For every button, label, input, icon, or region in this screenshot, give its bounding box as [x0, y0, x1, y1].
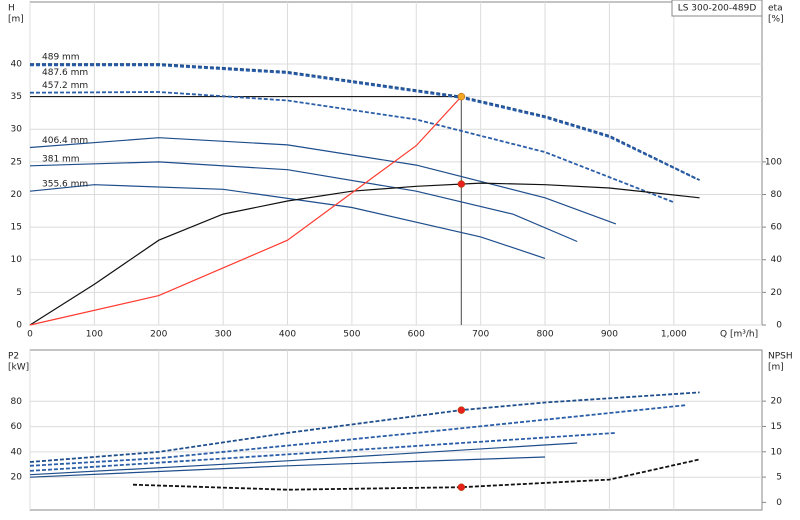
operating-point	[457, 180, 466, 188]
curve	[29, 456, 546, 478]
curve-label: 355.6 mm	[42, 180, 88, 190]
y2-tick-label: 20	[771, 288, 783, 298]
plot-frame	[29, 1, 763, 326]
curve-label: 489 mm	[42, 52, 80, 62]
curve-label: 457.2 mm	[42, 81, 88, 91]
y2-axis-label: eta	[768, 4, 783, 14]
y2-tick-label: 10	[771, 447, 783, 457]
curve	[29, 96, 462, 326]
x-tick-label: 600	[408, 330, 425, 340]
plot-frame	[29, 349, 763, 511]
curve	[29, 137, 617, 225]
curve-label: 381 mm	[42, 154, 80, 164]
y2-axis-label: NPSH	[768, 352, 793, 362]
y2-tick-label: 40	[771, 255, 783, 265]
y-tick-label: 5	[16, 288, 22, 298]
operating-point	[457, 92, 466, 101]
curve	[132, 458, 700, 491]
x-tick-label: 200	[150, 330, 167, 340]
y-tick-label: 25	[11, 157, 22, 167]
y2-tick-label: 0	[776, 498, 782, 508]
y-tick-label: 30	[11, 125, 23, 135]
x-tick-label: 500	[343, 330, 360, 340]
y2-tick-label: 5	[776, 473, 782, 483]
curve-label: 406.4 mm	[42, 136, 88, 146]
y-tick-label: 60	[11, 422, 23, 432]
y-tick-label: 20	[11, 190, 23, 200]
x-tick-label: 700	[472, 330, 489, 340]
curve	[29, 91, 675, 204]
curve	[29, 404, 687, 467]
x-axis-label: Q [m³/h]	[720, 330, 758, 340]
operating-point	[457, 483, 466, 491]
title-box	[671, 0, 763, 17]
y2-tick-label: 20	[771, 397, 783, 407]
y-tick-label: 35	[11, 92, 22, 102]
x-tick-label: 1,000	[661, 330, 687, 340]
y2-tick-label: 100	[765, 157, 782, 167]
chart-title: LS 300-200-489D	[678, 4, 757, 14]
y-tick-label: 10	[11, 255, 23, 265]
y2-tick-label: 80	[771, 190, 783, 200]
y-axis-label: H	[8, 4, 15, 14]
curve	[29, 161, 578, 243]
y2-tick-label: 15	[771, 422, 782, 432]
x-tick-label: 0	[27, 330, 33, 340]
curve-label: 487.6 mm	[42, 68, 88, 78]
operating-point	[457, 406, 466, 414]
y-tick-label: 15	[11, 223, 22, 233]
y-tick-label: 0	[16, 321, 22, 331]
curve	[29, 184, 546, 259]
y2-tick-label: 0	[776, 321, 782, 331]
y-axis-label: P2	[8, 352, 19, 362]
curve	[29, 182, 700, 326]
y2-axis-label: [%]	[768, 15, 784, 25]
y-axis-label: [kW]	[8, 363, 29, 373]
x-tick-label: 800	[536, 330, 553, 340]
x-tick-label: 100	[86, 330, 103, 340]
y-tick-label: 80	[11, 397, 23, 407]
x-tick-label: 900	[601, 330, 618, 340]
curve	[29, 432, 616, 472]
x-tick-label: 400	[279, 330, 296, 340]
curve	[29, 442, 578, 476]
y-tick-label: 40	[11, 59, 23, 69]
x-tick-label: 300	[215, 330, 232, 340]
y2-axis-label: [m]	[768, 363, 784, 373]
y-axis-label: [m]	[8, 15, 24, 25]
y2-tick-label: 60	[771, 223, 783, 233]
y-tick-label: 20	[11, 473, 23, 483]
y-tick-label: 40	[11, 447, 23, 457]
